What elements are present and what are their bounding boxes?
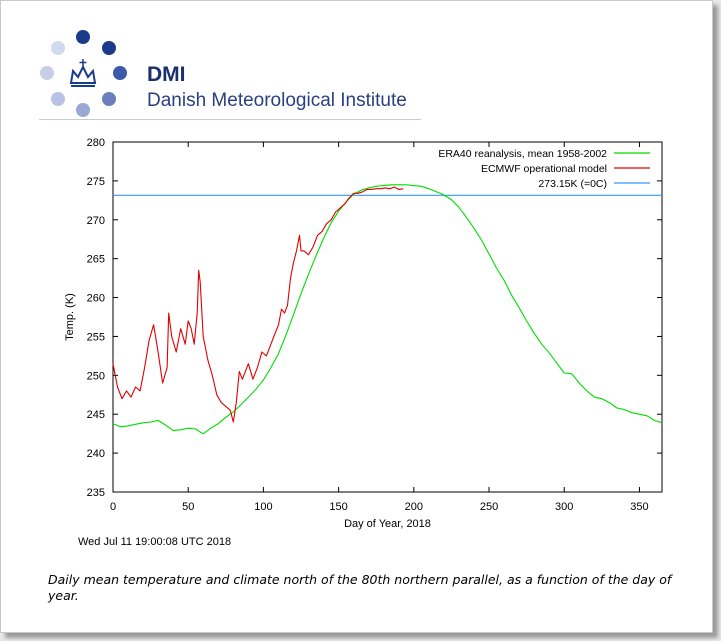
legend-label: 273.15K (=0C) <box>538 178 607 190</box>
timestamp: Wed Jul 11 19:00:08 UTC 2018 <box>78 536 232 548</box>
y-tick-label: 255 <box>87 331 105 343</box>
y-tick-label: 235 <box>87 487 105 499</box>
figure-card: DMI Danish Meteorological Institute 0 50 1… <box>0 0 713 633</box>
y-tick-label: 270 <box>87 215 105 227</box>
x-tick-label: 100 <box>254 501 272 513</box>
x-tick-label: 0 <box>110 501 116 513</box>
temperature-chart: 0 50 100 150 200 250 300 350 235 240 245 250 255 260 2… <box>64 137 663 530</box>
x-tick-label: 250 <box>480 501 498 513</box>
y-tick-label: 240 <box>87 448 105 460</box>
figure-caption: Daily mean temperature and climate north… <box>48 572 672 603</box>
y-tick-label: 245 <box>87 409 105 421</box>
legend-label: ECMWF operational model <box>481 163 607 175</box>
plot-frame <box>112 141 663 493</box>
y-tick-label: 260 <box>87 293 105 305</box>
x-tick-label: 300 <box>555 501 573 513</box>
y-tick-label: 265 <box>87 254 105 266</box>
y-tick-label: 280 <box>87 137 105 149</box>
era40-climate-line <box>112 184 663 435</box>
ecmwf-model-line <box>112 186 404 423</box>
y-tick-label: 275 <box>87 176 105 188</box>
x-tick-label: 50 <box>182 501 194 513</box>
brand-name: DMI <box>147 63 186 86</box>
x-tick-label: 350 <box>630 501 648 513</box>
institute-name: Danish Meteorological Institute <box>147 90 407 111</box>
dmi-logo-icon <box>40 30 127 117</box>
x-tick-label: 150 <box>329 501 347 513</box>
legend-label: ERA40 reanalysis, mean 1958-2002 <box>438 148 607 160</box>
x-tick-label: 200 <box>405 501 423 513</box>
y-axis-label: Temp. (K) <box>64 293 76 341</box>
header-divider <box>39 119 421 120</box>
x-axis-label: Day of Year, 2018 <box>344 518 431 530</box>
y-tick-label: 250 <box>87 370 105 382</box>
